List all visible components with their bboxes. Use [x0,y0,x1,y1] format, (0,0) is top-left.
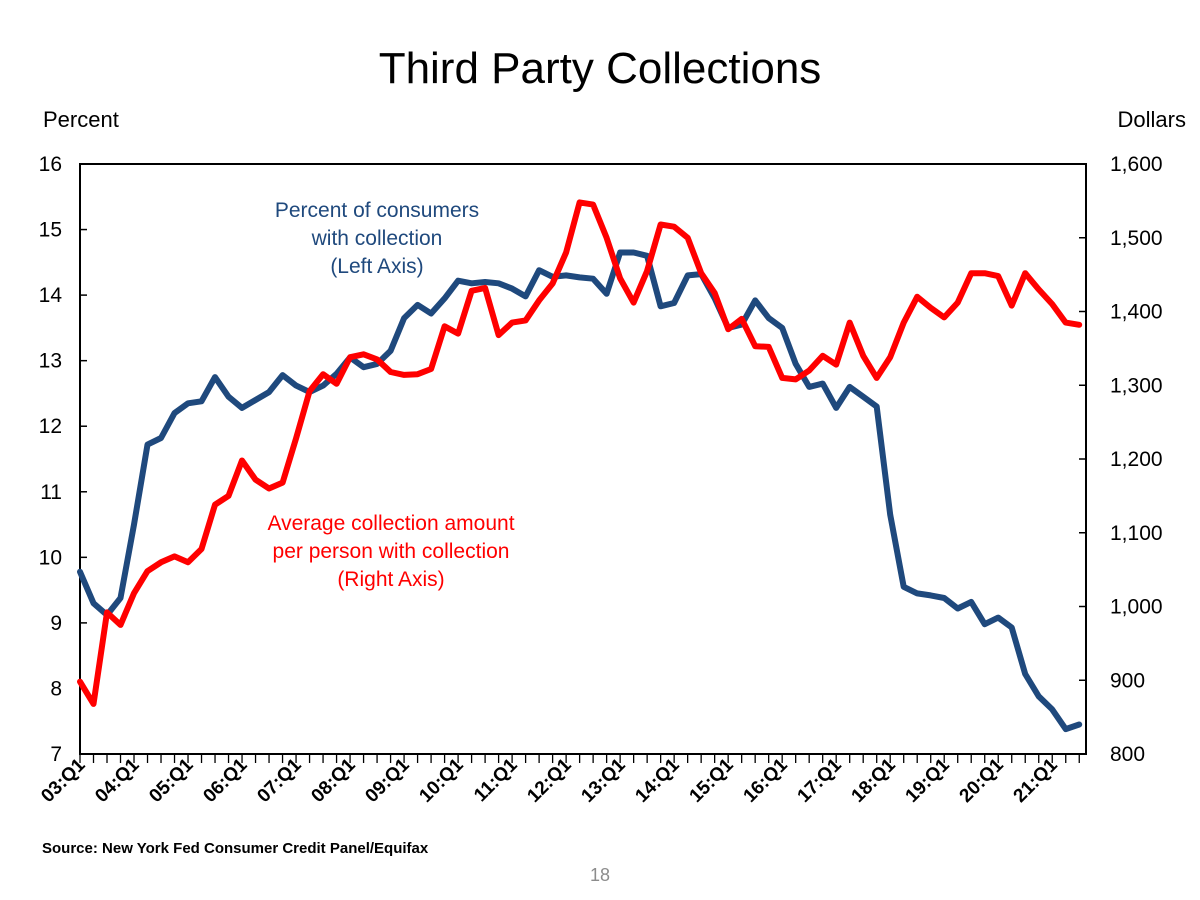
annotation-percent: with collection [311,227,443,250]
x-axis-tick-label: 17:Q1 [794,754,846,806]
x-axis-tick-label: 14:Q1 [631,754,683,806]
right-axis-tick-label: 1,400 [1110,301,1163,324]
x-axis-tick-label: 04:Q1 [91,754,143,806]
right-axis-tick-label: 900 [1110,669,1145,692]
annotation-amount: (Right Axis) [337,568,444,591]
x-axis-tick-label: 07:Q1 [253,754,305,806]
series-line-amount [77,199,1083,707]
left-axis-tick-label: 13 [39,350,62,373]
left-axis-tick-label: 15 [39,219,62,242]
right-axis-tick-label: 1,200 [1110,448,1163,471]
left-axis-tick-label: 11 [40,481,62,504]
annotation-percent: (Left Axis) [330,255,423,278]
left-axis-tick-label: 12 [39,415,62,438]
right-axis-tick-label: 1,300 [1110,374,1163,397]
x-axis-tick-label: 09:Q1 [361,754,413,806]
page-number: 18 [589,865,611,885]
right-axis-tick-label: 1,600 [1110,153,1163,176]
x-axis-tick-label: 18:Q1 [848,754,900,806]
x-axis-tick-label: 15:Q1 [686,754,738,806]
x-axis-tick-label: 20:Q1 [956,754,1008,806]
right-axis-tick-label: 1,100 [1110,522,1163,545]
right-axis-tick-label: 1,000 [1110,596,1163,619]
plot-frame [79,163,1087,755]
x-axis-tick-label: 12:Q1 [523,754,575,806]
left-axis-tick-label: 16 [39,153,62,176]
x-axis-tick-label: 08:Q1 [307,754,359,806]
left-axis-tick-label: 10 [39,546,62,569]
annotation-amount: Average collection amount [267,512,514,535]
annotation-amount: per person with collection [273,540,510,563]
right-axis-tick-label: 1,500 [1110,227,1163,250]
x-axis-tick-label: 06:Q1 [199,754,251,806]
left-axis-tick-label: 14 [39,284,63,307]
left-axis-tick-label: 9 [50,612,62,635]
source-note: Source: New York Fed Consumer Credit Pan… [42,840,429,857]
x-axis-tick-label: 03:Q1 [37,754,89,806]
left-axis-tick-label: 7 [50,743,62,766]
x-axis-tick-label: 21:Q1 [1010,754,1062,806]
x-axis-tick-label: 11:Q1 [470,754,522,806]
x-axis-tick-label: 13:Q1 [577,754,629,806]
chart-title: Third Party Collections [378,44,822,93]
x-axis-tick-label: 19:Q1 [902,754,954,806]
left-axis-unit-label: Percent [43,107,119,132]
left-axis-tick-label: 8 [50,677,62,700]
annotation-percent: Percent of consumers [275,199,479,222]
right-axis-unit-label: Dollars [1117,107,1186,132]
right-axis-tick-label: 800 [1110,743,1145,766]
x-axis-tick-label: 05:Q1 [145,754,197,806]
series-line-percent [77,249,1083,733]
x-axis-tick-label: 10:Q1 [415,754,467,806]
x-axis-tick-label: 16:Q1 [740,754,792,806]
